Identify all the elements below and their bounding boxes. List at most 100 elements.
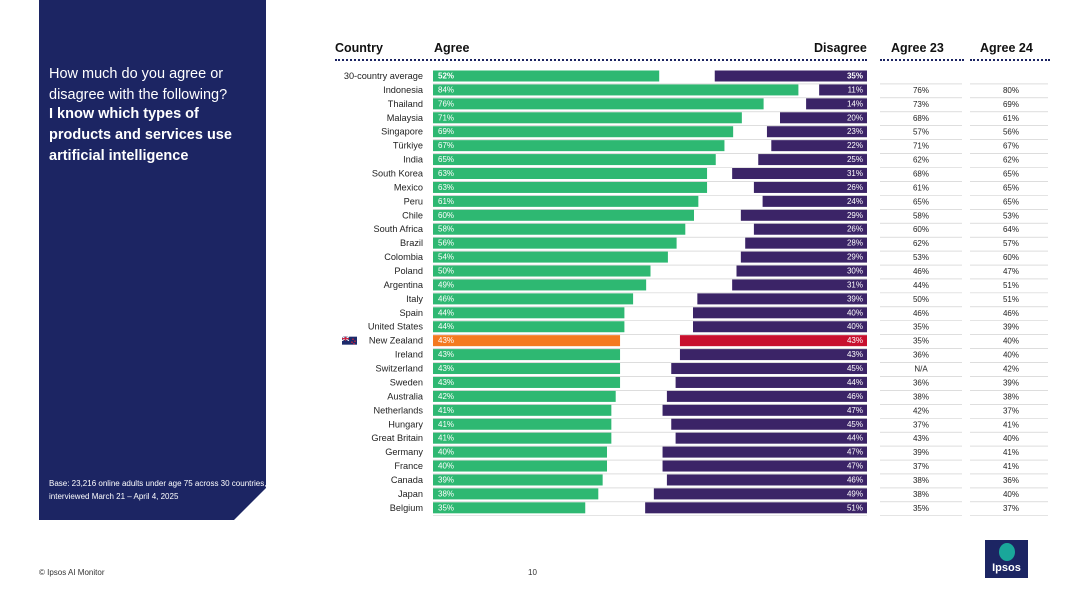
disagree-bar <box>740 251 867 263</box>
agree-value-label: 44% <box>438 322 454 331</box>
disagree-value-label: 20% <box>847 113 863 122</box>
disagree-bar <box>653 488 867 500</box>
agree24-value: 37% <box>1003 406 1019 415</box>
disagree-value-label: 51% <box>847 503 863 512</box>
disagree-bar <box>740 209 867 221</box>
disagree-bar <box>693 321 867 333</box>
disagree-bar <box>732 279 867 291</box>
agree24-value: 80% <box>1003 86 1019 95</box>
agree-value-label: 43% <box>438 350 454 359</box>
disagree-bar <box>736 265 867 277</box>
agree-bar <box>433 418 612 430</box>
category-label: South Africa <box>373 224 423 234</box>
header-divider-agree23 <box>880 59 964 61</box>
agree23-value: 36% <box>913 351 929 360</box>
category-label: Italy <box>406 294 423 304</box>
agree23-value: 46% <box>913 267 929 276</box>
agree23-value: 61% <box>913 183 929 192</box>
category-label: Türkiye <box>393 141 423 151</box>
disagree-value-label: 26% <box>847 225 863 234</box>
agree-value-label: 35% <box>438 503 454 512</box>
agree23-value: 71% <box>913 142 929 151</box>
agree-value-label: 43% <box>438 378 454 387</box>
agree-value-label: 69% <box>438 127 454 136</box>
agree24-value: 56% <box>1003 128 1019 137</box>
category-label: Peru <box>404 196 423 206</box>
agree-bar <box>433 279 647 291</box>
agree-value-label: 49% <box>438 280 454 289</box>
agree24-value: 40% <box>1003 490 1019 499</box>
agree23-value: 68% <box>913 170 929 179</box>
disagree-value-label: 45% <box>847 420 863 429</box>
flag-star <box>352 338 354 340</box>
disagree-bar <box>645 502 867 514</box>
flag-star <box>354 340 356 342</box>
agree-bar <box>433 307 625 319</box>
disagree-bar <box>693 307 867 319</box>
category-label: United States <box>368 322 424 332</box>
disagree-value-label: 25% <box>847 155 863 164</box>
agree24-value: 69% <box>1003 100 1019 109</box>
disagree-value-label: 40% <box>847 322 863 331</box>
disagree-bar <box>819 84 867 96</box>
agree-value-label: 43% <box>438 364 454 373</box>
agree-bar <box>433 390 616 402</box>
agree-value-label: 41% <box>438 420 454 429</box>
agree24-value: 37% <box>1003 504 1019 513</box>
agree-bar <box>433 432 612 444</box>
agree23-value: 35% <box>913 504 929 513</box>
flag-star <box>351 341 353 343</box>
agree24-value: 64% <box>1003 225 1019 234</box>
disagree-bar <box>662 460 867 472</box>
agree24-value: 40% <box>1003 337 1019 346</box>
category-label: Singapore <box>381 127 423 137</box>
disagree-value-label: 46% <box>847 475 863 484</box>
agree-value-label: 42% <box>438 392 454 401</box>
disagree-value-label: 47% <box>847 406 863 415</box>
category-label: Indonesia <box>383 85 424 95</box>
category-label: Australia <box>387 391 424 401</box>
disagree-bar <box>771 140 867 152</box>
agree23-value: 65% <box>913 197 929 206</box>
agree23-value: 42% <box>913 406 929 415</box>
agree-bar <box>433 321 625 333</box>
agree24-value: 47% <box>1003 267 1019 276</box>
agree-value-label: 41% <box>438 406 454 415</box>
agree24-value: 65% <box>1003 183 1019 192</box>
agree23-value: 68% <box>913 114 929 123</box>
category-label: Germany <box>385 447 423 457</box>
agree-value-label: 38% <box>438 489 454 498</box>
agree-value-label: 56% <box>438 239 454 248</box>
disagree-bar <box>675 376 867 388</box>
ipsos-logo: Ipsos <box>985 540 1028 578</box>
agree24-value: 65% <box>1003 197 1019 206</box>
agree24-value: 62% <box>1003 156 1019 165</box>
category-label: 30-country average <box>344 71 423 81</box>
agree-value-label: 39% <box>438 475 454 484</box>
agree-value-label: 43% <box>438 336 454 345</box>
agree-bar <box>433 265 651 277</box>
category-label: India <box>403 155 424 165</box>
category-label: France <box>394 461 423 471</box>
agree-value-label: 41% <box>438 434 454 443</box>
agree24-value: 42% <box>1003 365 1019 374</box>
agree23-value: 44% <box>913 281 929 290</box>
agree24-value: 51% <box>1003 295 1019 304</box>
disagree-value-label: 14% <box>847 99 863 108</box>
disagree-bar <box>697 293 867 305</box>
category-label: Colombia <box>384 252 424 262</box>
header-agree24: Agree 24 <box>980 41 1033 55</box>
agree23-value: 35% <box>913 337 929 346</box>
agree24-value: 41% <box>1003 448 1019 457</box>
disagree-value-label: 35% <box>847 72 863 81</box>
agree-value-label: 76% <box>438 99 454 108</box>
agree-value-label: 40% <box>438 462 454 471</box>
disagree-bar <box>679 335 867 347</box>
disagree-bar <box>662 404 867 416</box>
category-label: Brazil <box>400 238 423 248</box>
agree23-value: N/A <box>914 365 928 374</box>
disagree-value-label: 49% <box>847 489 863 498</box>
agree24-value: 67% <box>1003 142 1019 151</box>
agree23-value: 38% <box>913 476 929 485</box>
